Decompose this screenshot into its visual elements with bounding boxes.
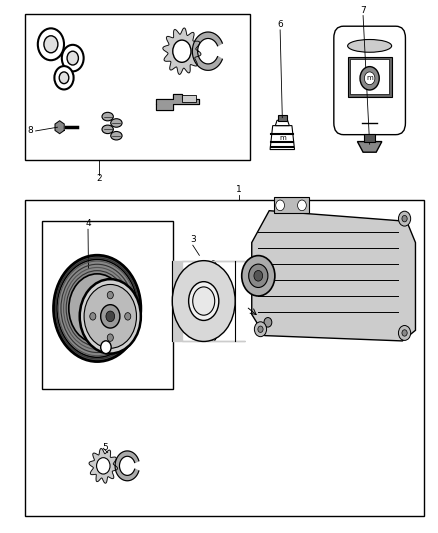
Circle shape (57, 260, 138, 357)
Text: 8: 8 (28, 126, 33, 135)
Circle shape (125, 313, 131, 320)
Bar (25, 200, 424, 516)
Circle shape (53, 255, 141, 361)
Ellipse shape (193, 287, 215, 315)
Polygon shape (155, 94, 199, 110)
Circle shape (364, 72, 375, 85)
Circle shape (402, 330, 407, 336)
Circle shape (264, 318, 272, 327)
Circle shape (101, 341, 111, 353)
Text: m: m (279, 135, 286, 141)
Circle shape (67, 51, 78, 65)
Circle shape (84, 285, 137, 348)
Circle shape (297, 200, 306, 211)
Polygon shape (276, 120, 289, 126)
Ellipse shape (206, 261, 220, 342)
Circle shape (249, 264, 268, 287)
Ellipse shape (348, 39, 392, 52)
Circle shape (69, 274, 126, 343)
Text: 2: 2 (96, 174, 102, 183)
Circle shape (107, 334, 113, 341)
Polygon shape (163, 28, 201, 75)
Polygon shape (270, 126, 294, 150)
Circle shape (254, 322, 267, 337)
Polygon shape (115, 451, 139, 481)
Circle shape (62, 45, 84, 71)
Circle shape (402, 215, 407, 222)
Ellipse shape (189, 281, 219, 320)
Ellipse shape (111, 132, 122, 140)
Circle shape (101, 305, 120, 328)
Text: 3: 3 (190, 236, 196, 245)
FancyBboxPatch shape (334, 26, 406, 135)
Circle shape (242, 256, 275, 296)
Circle shape (80, 279, 141, 353)
Bar (42, 221, 173, 389)
Circle shape (276, 200, 285, 211)
Circle shape (44, 36, 58, 53)
Circle shape (399, 326, 411, 341)
Circle shape (173, 40, 191, 62)
Bar (182, 95, 196, 102)
Bar (350, 59, 389, 94)
Text: 7: 7 (360, 6, 366, 15)
Circle shape (107, 292, 113, 299)
Bar (274, 197, 308, 213)
Circle shape (399, 211, 411, 226)
Polygon shape (89, 449, 117, 483)
Circle shape (90, 313, 96, 320)
Circle shape (258, 326, 263, 333)
Ellipse shape (111, 119, 122, 127)
Circle shape (54, 66, 74, 90)
Text: 4: 4 (85, 220, 91, 229)
Circle shape (96, 458, 110, 474)
Polygon shape (172, 261, 245, 342)
Circle shape (38, 28, 64, 60)
Ellipse shape (102, 112, 113, 121)
Bar (364, 134, 375, 142)
Polygon shape (357, 142, 382, 152)
Bar (348, 56, 392, 97)
Circle shape (360, 67, 379, 90)
Text: 1: 1 (236, 185, 241, 194)
Circle shape (106, 311, 115, 322)
Text: m: m (366, 75, 373, 82)
Ellipse shape (172, 261, 235, 342)
Bar (278, 115, 287, 122)
Polygon shape (55, 121, 64, 134)
Circle shape (254, 270, 263, 281)
Bar (25, 14, 250, 160)
Polygon shape (252, 211, 416, 341)
Text: 5: 5 (102, 443, 108, 452)
Polygon shape (192, 32, 223, 70)
Circle shape (59, 72, 69, 84)
Text: 6: 6 (277, 20, 283, 29)
Ellipse shape (102, 125, 113, 134)
